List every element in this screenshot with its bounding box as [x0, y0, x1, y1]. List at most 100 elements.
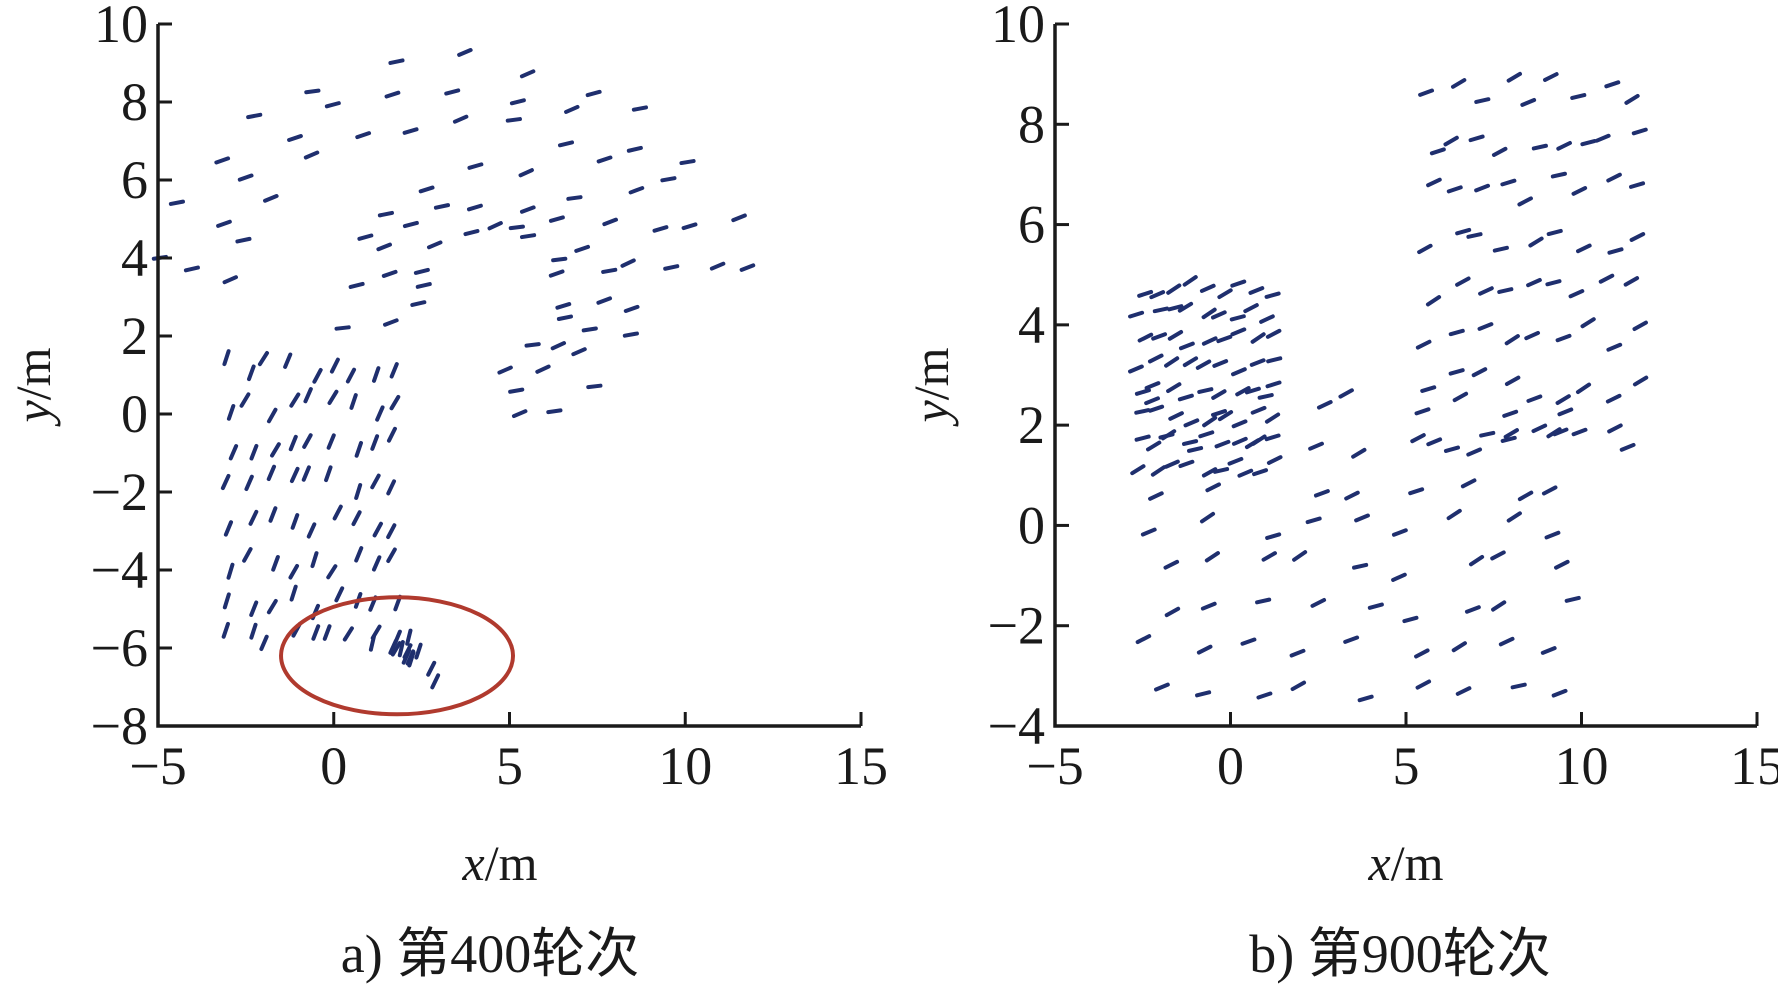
panel-a-arrow [239, 392, 251, 408]
panel-a-arrow [290, 513, 300, 530]
panel-b-arrow [1252, 468, 1269, 477]
panel-b-arrow [1163, 559, 1180, 570]
panel-a-arrow [397, 640, 405, 658]
panel-b-arrow [1503, 428, 1519, 439]
panel-b-arrow [1216, 334, 1233, 344]
panel-b-arrow [1415, 679, 1432, 690]
panel-b-arrow [1605, 393, 1622, 404]
panel-b-arrow [1137, 332, 1154, 343]
panel-a-xtick-label: −5 [129, 736, 186, 796]
panel-b-arrow [1506, 511, 1522, 523]
panel-a-arrow [557, 140, 575, 148]
panel-a-arrows [151, 48, 756, 690]
panel-b-arrow [1531, 143, 1548, 151]
panel-b-arrow [1265, 380, 1282, 389]
panel-b-arrow [1235, 386, 1251, 397]
panel-b-arrow [1197, 387, 1214, 394]
panel-b-arrow [1134, 408, 1151, 415]
panel-b-arrow [1251, 434, 1267, 446]
panel-b-arrow [1524, 330, 1541, 341]
panel-b-arrow [1446, 185, 1463, 194]
panel-b-arrow [1448, 328, 1465, 337]
panel-b-arrow [1146, 440, 1162, 452]
panel-a-arrow [246, 112, 263, 120]
panel-b-ytick-label: 10 [991, 0, 1045, 54]
panel-b-arrow [1264, 412, 1281, 424]
panel-b-arrow [1150, 465, 1166, 477]
panel-a-arrow [524, 342, 541, 348]
panel-b-arrow [1580, 317, 1596, 329]
panel-a-arrow [242, 547, 253, 563]
panel-b-arrow [1231, 436, 1248, 446]
panel-b-ytick-label: 8 [1018, 94, 1045, 154]
panel-b-arrow [1248, 286, 1265, 295]
panel-a-arrow [626, 145, 643, 153]
panel-b-arrow [1568, 289, 1585, 299]
panel-b-arrow [1466, 232, 1483, 239]
panel-b-arrow [1455, 276, 1471, 287]
panel-b-arrow [1598, 273, 1615, 284]
panel-a-arrow [376, 242, 392, 252]
panel-a-arrow [334, 586, 345, 603]
panel-a-arrow [402, 220, 419, 229]
panel-a-arrow [183, 265, 200, 273]
panel-a-arrow [386, 523, 397, 540]
panel-a-arrow [248, 509, 259, 526]
panel-b-arrow [1408, 487, 1425, 496]
panel-a-arrow [371, 555, 382, 572]
panel-b-arrow [1490, 550, 1506, 561]
panel-a-arrow [370, 473, 381, 490]
panel-b-arrow [1354, 513, 1370, 523]
panel-b-arrow [1543, 72, 1559, 82]
panel-a-arrow [312, 367, 323, 384]
panel-b-arrow [1570, 93, 1587, 100]
panel-b-arrow [1594, 133, 1611, 143]
panel-b-arrow [1455, 686, 1472, 696]
panel-b-arrow [1265, 328, 1282, 339]
panel-b-arrow [1531, 423, 1548, 434]
panel-a-arrow [548, 269, 565, 278]
panel-b-arrow [1479, 430, 1496, 438]
panel-b-arrow [1217, 288, 1233, 300]
panel-a-arrow [168, 199, 185, 206]
panel-a-arrow [368, 634, 376, 652]
panel-b-ticks: −5 0 5 10 15 −4 −2 0 2 4 6 8 10 [988, 0, 1778, 796]
panel-b-arrows [1128, 71, 1649, 703]
panel-b-arrow [1606, 342, 1623, 352]
panel-b-arrow [1502, 409, 1519, 418]
panel-b-arrow [1517, 196, 1533, 207]
panel-b-arrow [1266, 356, 1283, 364]
panel-a-arrow [249, 622, 258, 640]
panel-a-ytick-label: −2 [91, 462, 148, 522]
panel-b-arrow [1500, 178, 1517, 187]
panel-b-arrow [1168, 411, 1184, 421]
panel-b-arrow [1520, 97, 1537, 107]
panel-a-arrow [237, 173, 254, 182]
panel-a-arrow [220, 473, 231, 491]
panel-b-arrow [1443, 135, 1459, 147]
panel-a-arrow [497, 365, 513, 375]
panel-a-arrow [326, 433, 336, 450]
panel-b-arrow [1443, 445, 1460, 453]
panel-b-arrow [1316, 400, 1333, 410]
panel-a-axes [156, 24, 861, 728]
panel-b-arrow [1415, 339, 1432, 350]
panel-a-arrow [266, 407, 278, 424]
panel-a-arrow [571, 347, 587, 357]
panel-b-arrow [1211, 409, 1228, 417]
panel-a-arrow [288, 434, 298, 452]
panel-b-arrow [1308, 441, 1324, 451]
panel-b-arrow [1545, 279, 1562, 287]
panel-a-arrow [263, 194, 279, 203]
panel-b-arrow [1510, 682, 1527, 690]
panel-b-arrow [1186, 446, 1204, 453]
panel-b-arrow [1212, 467, 1230, 474]
panel-b-arrow [1140, 527, 1157, 537]
panel-a-arrow [322, 624, 332, 641]
panel-a-arrow [508, 387, 525, 394]
panel-a-arrow [410, 300, 427, 307]
panel-b-arrow [1352, 562, 1369, 570]
panel-b-arrow [1264, 291, 1281, 299]
panel-a-arrow [467, 162, 484, 170]
